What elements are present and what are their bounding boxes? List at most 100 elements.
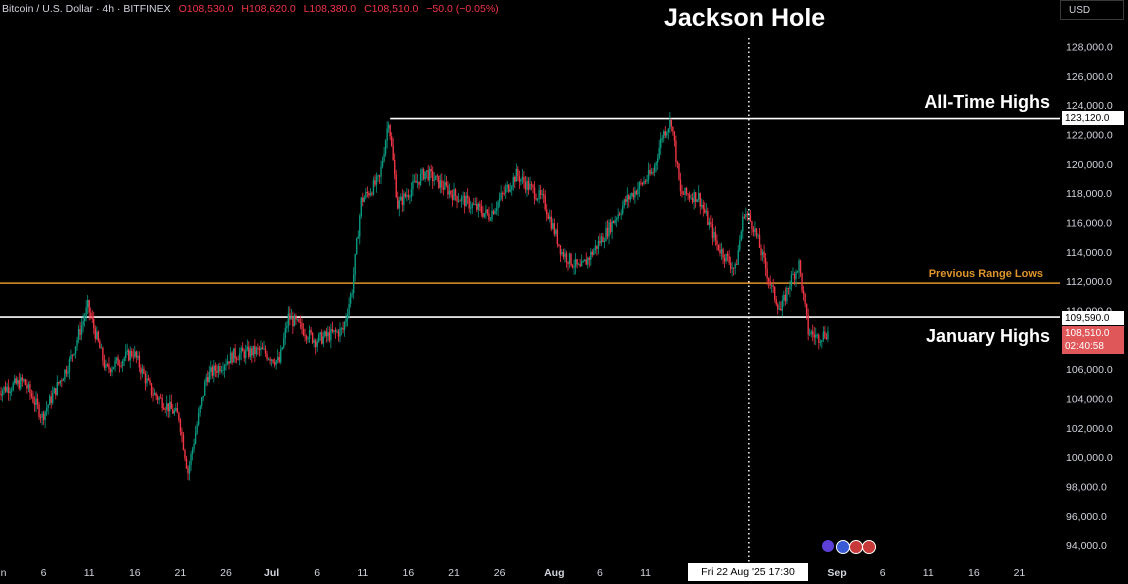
candle-body xyxy=(424,171,426,180)
candle-body xyxy=(15,378,17,384)
candle-body xyxy=(270,359,273,361)
candle-body xyxy=(45,408,48,412)
candle-body xyxy=(102,347,104,361)
candle-body xyxy=(118,365,121,367)
candle-body xyxy=(582,261,584,262)
candle-body xyxy=(690,197,692,199)
candle-body xyxy=(114,360,116,368)
candle-body xyxy=(614,219,616,224)
candle-body xyxy=(763,251,765,258)
candle-body xyxy=(4,386,7,392)
candle-body xyxy=(729,262,732,269)
candle-body xyxy=(612,220,615,224)
candle-body xyxy=(336,331,338,333)
candle-body xyxy=(131,351,133,356)
candle-body xyxy=(266,353,268,360)
candle-body xyxy=(587,257,589,265)
candle-body xyxy=(313,340,315,343)
candle-body xyxy=(267,358,270,360)
event-lightning-icon[interactable] xyxy=(822,540,834,552)
candle-body xyxy=(769,281,771,286)
candle-body xyxy=(673,131,676,141)
candle-body xyxy=(818,334,820,343)
candle-body xyxy=(368,193,370,196)
candle-body xyxy=(641,182,644,185)
candle-body xyxy=(400,196,402,201)
candle-body xyxy=(412,180,414,189)
candle-body xyxy=(334,330,337,332)
candle-body xyxy=(419,173,422,185)
candle-body xyxy=(418,181,420,185)
currency-selector[interactable]: USD xyxy=(1060,0,1124,20)
candle-body xyxy=(394,160,396,175)
candle-body xyxy=(731,267,733,269)
candle-body xyxy=(71,354,74,356)
candle-body xyxy=(41,413,43,418)
candle-body xyxy=(363,197,366,202)
us-flag-icon[interactable] xyxy=(836,540,850,554)
candle-body xyxy=(573,266,575,268)
us-flag-icon[interactable] xyxy=(862,540,876,554)
candle-body xyxy=(666,132,668,136)
candle-body xyxy=(710,222,712,224)
candle-body xyxy=(126,350,128,352)
candle-body xyxy=(438,175,440,188)
candle-body xyxy=(273,362,276,365)
us-flag-icon[interactable] xyxy=(849,540,863,554)
candle-body xyxy=(663,131,665,138)
candle-body xyxy=(214,365,217,371)
candle-body xyxy=(255,347,258,355)
candle-body xyxy=(120,365,122,367)
change-value: −50.0 (−0.05%) xyxy=(426,3,499,15)
candle-body xyxy=(38,404,40,418)
candle-body xyxy=(504,187,507,194)
candle-body xyxy=(55,388,57,395)
candle-body xyxy=(568,253,571,264)
candle-body xyxy=(562,252,565,258)
candle-body xyxy=(226,361,229,365)
candle-body xyxy=(508,184,510,192)
candle-body xyxy=(728,256,730,263)
candle-body xyxy=(179,419,182,432)
candle-body xyxy=(574,259,577,267)
candle-body xyxy=(377,175,379,177)
candle-body xyxy=(301,322,303,329)
candle-body xyxy=(483,213,486,217)
y-tick-label: 128,000.0 xyxy=(1066,42,1113,54)
low-value: L108,380.0 xyxy=(303,3,357,15)
candle-body xyxy=(322,336,324,344)
y-tick-label: 100,000.0 xyxy=(1066,452,1113,464)
candle-body xyxy=(17,380,19,384)
candle-body xyxy=(536,198,539,200)
candle-body xyxy=(0,393,2,396)
candle-body xyxy=(383,154,385,161)
candle-body xyxy=(611,220,613,233)
symbol-title[interactable]: Bitcoin / U.S. Dollar · 4h · BITFINEX xyxy=(2,3,171,15)
open-value: O108,530.0 xyxy=(178,3,234,15)
candle-body xyxy=(530,184,533,186)
candle-body xyxy=(466,195,469,199)
x-tick-label: 21 xyxy=(1014,567,1026,579)
candle-body xyxy=(238,353,241,360)
candle-body xyxy=(207,377,209,383)
candle-body xyxy=(815,334,817,338)
candle-body xyxy=(603,240,606,243)
candle-body xyxy=(523,176,525,183)
candle-body xyxy=(746,213,749,215)
candle-body xyxy=(121,360,124,367)
candle-body xyxy=(32,396,34,403)
candle-body xyxy=(339,328,341,337)
candle-body xyxy=(743,216,746,218)
candle-body xyxy=(76,339,78,347)
candle-body xyxy=(395,174,397,198)
candle-body xyxy=(655,162,657,166)
x-tick-label: 26 xyxy=(494,567,506,579)
candle-body xyxy=(824,331,826,338)
candle-body xyxy=(216,370,218,373)
candle-body xyxy=(448,190,451,195)
candle-body xyxy=(795,271,797,280)
candle-body xyxy=(454,189,457,196)
candle-body xyxy=(342,328,344,330)
candle-body xyxy=(199,405,201,414)
